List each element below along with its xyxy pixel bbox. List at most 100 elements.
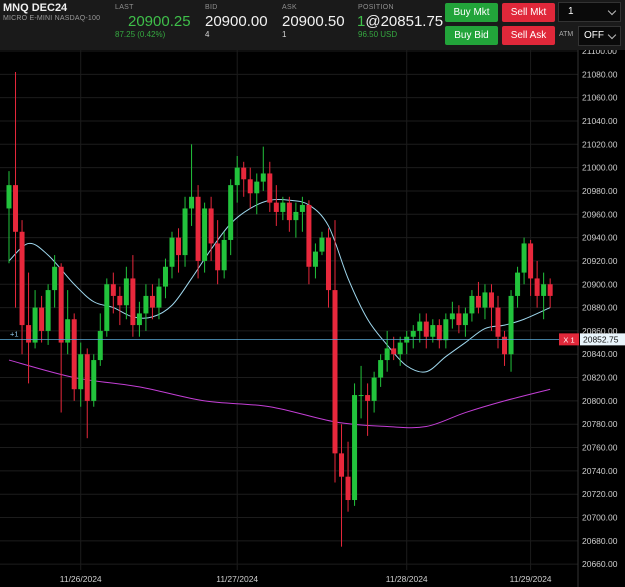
candle bbox=[19, 220, 25, 355]
candle-body bbox=[45, 290, 51, 331]
atm-strategy-value: OFF bbox=[584, 30, 604, 41]
candle bbox=[273, 185, 279, 226]
candle-body bbox=[325, 237, 331, 291]
candle bbox=[547, 278, 553, 308]
ask-price: 20900.50 bbox=[282, 13, 345, 30]
position-price: @20851.75 bbox=[365, 13, 444, 30]
candle bbox=[475, 281, 481, 314]
candle bbox=[358, 365, 364, 419]
price-tick-label: 21100.00 bbox=[582, 50, 617, 56]
candle bbox=[436, 319, 442, 349]
buy-bid-button[interactable]: Buy Bid bbox=[445, 26, 498, 45]
position-price-tag-bg bbox=[580, 333, 625, 346]
candle bbox=[312, 243, 318, 279]
candle-body bbox=[391, 348, 397, 355]
candle bbox=[241, 161, 247, 197]
candle-body bbox=[58, 266, 64, 343]
candle bbox=[410, 325, 416, 349]
price-axis: 21100.00 21080.00 21060.00 21040.00 21020.00… bbox=[582, 50, 618, 569]
candle bbox=[136, 301, 142, 337]
candle-body bbox=[469, 295, 475, 314]
candle-body bbox=[306, 204, 312, 267]
price-tick-label: 20680.00 bbox=[582, 536, 618, 546]
candle bbox=[534, 260, 540, 308]
price-tick-label: 20940.00 bbox=[582, 233, 618, 243]
candle-body bbox=[234, 167, 240, 186]
candle bbox=[110, 272, 116, 314]
price-tick-label: 21020.00 bbox=[582, 139, 618, 149]
candle-body bbox=[462, 313, 468, 326]
candle-body bbox=[221, 239, 227, 271]
candle-body bbox=[397, 342, 403, 355]
candle-body bbox=[241, 167, 247, 180]
candle-body bbox=[65, 319, 71, 343]
candle bbox=[254, 173, 260, 215]
candle bbox=[91, 354, 97, 407]
candle bbox=[430, 319, 436, 343]
candle-body bbox=[456, 313, 462, 326]
chart-grid bbox=[0, 50, 579, 587]
atm-strategy-select[interactable]: OFF bbox=[578, 26, 621, 46]
candle bbox=[391, 336, 397, 361]
candle bbox=[52, 255, 58, 308]
candle-body bbox=[482, 292, 488, 308]
candle-body bbox=[176, 237, 182, 256]
candle-body bbox=[52, 266, 58, 291]
candle bbox=[247, 167, 253, 209]
candle bbox=[26, 272, 32, 384]
candle bbox=[45, 284, 51, 345]
candle-body bbox=[475, 295, 481, 308]
fast-moving-average bbox=[8, 198, 551, 373]
candle-body bbox=[319, 237, 325, 252]
slow-ma-line bbox=[8, 359, 551, 429]
bid-price: 20900.00 bbox=[205, 13, 268, 30]
candle-body bbox=[384, 348, 390, 361]
candle-body bbox=[254, 181, 260, 194]
position-qty-tag: X 1 bbox=[563, 335, 574, 344]
candle bbox=[189, 144, 195, 226]
candle bbox=[384, 330, 390, 372]
candle-body bbox=[19, 231, 25, 326]
price-tick-label: 20980.00 bbox=[582, 186, 618, 196]
candle bbox=[221, 231, 227, 279]
candle-body bbox=[541, 284, 547, 296]
candle-body bbox=[378, 360, 384, 378]
candle-body bbox=[156, 286, 162, 308]
candle bbox=[378, 354, 384, 387]
price-tick-label: 21060.00 bbox=[582, 93, 618, 103]
buy-market-button[interactable]: Buy Mkt bbox=[445, 3, 498, 22]
candle bbox=[65, 290, 71, 355]
candle bbox=[84, 348, 90, 439]
order-quantity-select[interactable]: 1 bbox=[558, 2, 621, 22]
candle-body bbox=[189, 196, 195, 209]
position-qty-tag-bg bbox=[559, 333, 579, 346]
candle bbox=[156, 278, 162, 320]
candle bbox=[293, 202, 299, 238]
candle bbox=[397, 336, 403, 366]
sell-ask-button[interactable]: Sell Ask bbox=[502, 26, 555, 45]
last-label: LAST bbox=[115, 4, 134, 11]
candle-body bbox=[130, 278, 136, 326]
candle-body bbox=[215, 243, 221, 271]
price-chart[interactable]: +1X 1 20852.75 21100.0021080.0021060.0021… bbox=[0, 50, 625, 587]
candle-body bbox=[443, 319, 449, 341]
candle-body bbox=[123, 278, 129, 306]
candle bbox=[469, 290, 475, 322]
date-tick-label: 11/28/2024 bbox=[386, 574, 428, 584]
candle bbox=[32, 290, 38, 349]
price-tick-label: 20840.00 bbox=[582, 349, 618, 359]
position-pnl: 96.50 USD bbox=[358, 30, 398, 39]
candle-body bbox=[26, 325, 32, 343]
quote-header: MNQ DEC24 MICRO E-MINI NASDAQ-100 LAST 2… bbox=[0, 0, 625, 50]
candle-body bbox=[293, 211, 299, 221]
candle bbox=[202, 202, 208, 273]
candle-body bbox=[371, 377, 377, 401]
price-tick-label: 20820.00 bbox=[582, 373, 618, 383]
candle-body bbox=[339, 453, 345, 477]
symbol-title[interactable]: MNQ DEC24 bbox=[3, 2, 68, 14]
candle bbox=[13, 71, 19, 308]
fast-ma-line bbox=[8, 198, 551, 373]
candle-body bbox=[365, 395, 371, 401]
sell-market-button[interactable]: Sell Mkt bbox=[502, 3, 555, 22]
candle bbox=[345, 441, 351, 512]
